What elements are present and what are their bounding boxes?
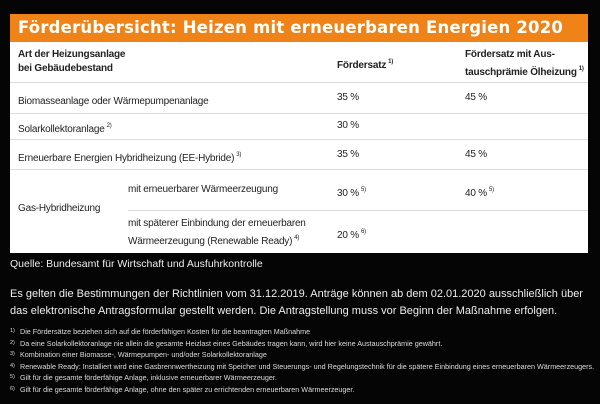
footnote-text: Die Fördersätze beziehen sich auf die fö…: [20, 327, 311, 336]
footnote: 3) Kombination einer Biomasse-, Wärmepump…: [10, 349, 595, 361]
footnotes: 1) Die Fördersätze beziehen sich auf die …: [10, 326, 595, 396]
row-label: Erneuerbare Energien Hybridheizung (EE-H…: [18, 153, 235, 164]
footnote-text: Gilt für die gesamte förderfähige Anlage…: [20, 373, 277, 383]
rate-value: 30 %: [337, 188, 359, 199]
table-row: Solarkollektoranlage 2) 30 %: [10, 114, 588, 140]
footnote-ref: 6): [361, 229, 366, 235]
exchange-rate-value: 40 %: [465, 188, 487, 199]
footnote: 1) Die Fördersätze beziehen sich auf die …: [10, 326, 595, 338]
footnote-number: 1): [10, 328, 15, 334]
table-row: mit späterer Einbindung der erneuerbaren…: [128, 211, 588, 253]
header-rate: Fördersatz 1): [337, 55, 393, 73]
footnote-ref: 3): [236, 152, 242, 158]
source-note: Quelle: Bundesamt für Wirtschaft und Aus…: [10, 258, 263, 270]
header-rate-label: Fördersatz: [337, 60, 387, 71]
header-exchange-rate: Fördersatz mit Aus- tauschprämie Ölheizu…: [465, 48, 584, 80]
info-paragraph: Es gelten die Bestimmungen der Richtlini…: [10, 288, 583, 317]
row-sublabel-line: mit späterer Einbindung der erneuerbaren: [128, 218, 306, 229]
notes-section: Quelle: Bundesamt für Wirtschaft und Aus…: [10, 257, 595, 404]
exchange-rate-value: 45 %: [465, 92, 487, 103]
table-row: Biomasseanlage oder Wärmepumpenanlage 35…: [10, 83, 588, 114]
header-line: tauschprämie Ölheizung: [465, 67, 577, 78]
row-sublabel: mit späterer Einbindung der erneuerbaren…: [128, 217, 306, 249]
table-row: Erneuerbare Energien Hybridheizung (EE-H…: [10, 140, 588, 170]
row-label: Gas-Hybridheizung: [18, 203, 101, 214]
footnote-ref: 5): [489, 187, 494, 193]
table-header-row: Art der Heizungsanlage bei Gebäudebestan…: [10, 42, 588, 83]
footnote-ref: 1): [388, 59, 394, 65]
footnote: 4) Renewable Ready: Installiert wird eine…: [10, 361, 595, 373]
table-row: mit erneuerbarer Wärmeerzeugung 30 % 5) 4…: [128, 170, 588, 211]
page-title: Förderübersicht: Heizen mit erneuerbaren…: [10, 14, 588, 42]
rate-value: 30 %: [337, 120, 359, 131]
rate-value: 35 %: [337, 92, 359, 103]
footnote-number: 4): [10, 362, 15, 369]
footnote: 5) Gilt für die gesamte förderfähige Anla…: [10, 372, 595, 384]
footnote-text: Gilt für die gesamte förderfähige Anlage…: [20, 384, 355, 394]
row-sublabel-line: Wärmeerzeugung (Renewable Ready): [128, 236, 293, 247]
footnote: 6) Gilt für die gesamte förderfähige Anla…: [10, 384, 595, 396]
footnote-number: 2): [10, 339, 15, 346]
row-label: Solarkollektoranlage: [18, 124, 105, 135]
footnote-ref: 2): [106, 123, 112, 129]
row-label: Biomasseanlage oder Wärmepumpenanlage: [18, 96, 209, 107]
footnote-ref: 4): [294, 235, 300, 241]
footnote-number: 5): [10, 374, 15, 381]
header-line: Art der Heizungsanlage: [18, 49, 126, 60]
footnote-text: Renewable Ready: Installiert wird eine G…: [20, 361, 595, 371]
rate-value: 35 %: [337, 149, 359, 160]
footnote-ref: 5): [361, 187, 366, 193]
footnote: 2) Da eine Solarkollektoranlage nie allei…: [10, 338, 595, 350]
footnote-number: 6): [10, 385, 15, 392]
exchange-rate-value: 45 %: [465, 149, 487, 160]
header-line: bei Gebäudebestand: [18, 63, 113, 74]
footnote-ref: 1): [578, 66, 584, 72]
row-sublabel: mit erneuerbarer Wärmeerzeugung: [128, 184, 278, 195]
header-heating-type: Art der Heizungsanlage bei Gebäudebestan…: [18, 48, 125, 76]
rate-value: 20 %: [337, 230, 359, 241]
footnote-number: 3): [10, 351, 15, 358]
header-line: Fördersatz mit Aus-: [465, 49, 555, 60]
funding-table: Art der Heizungsanlage bei Gebäudebestan…: [10, 42, 588, 253]
footnote-text: Da eine Solarkollektoranlage nie allein …: [20, 338, 443, 348]
footnote-text: Kombination einer Biomasse-, Wärmepumpen…: [20, 350, 267, 360]
